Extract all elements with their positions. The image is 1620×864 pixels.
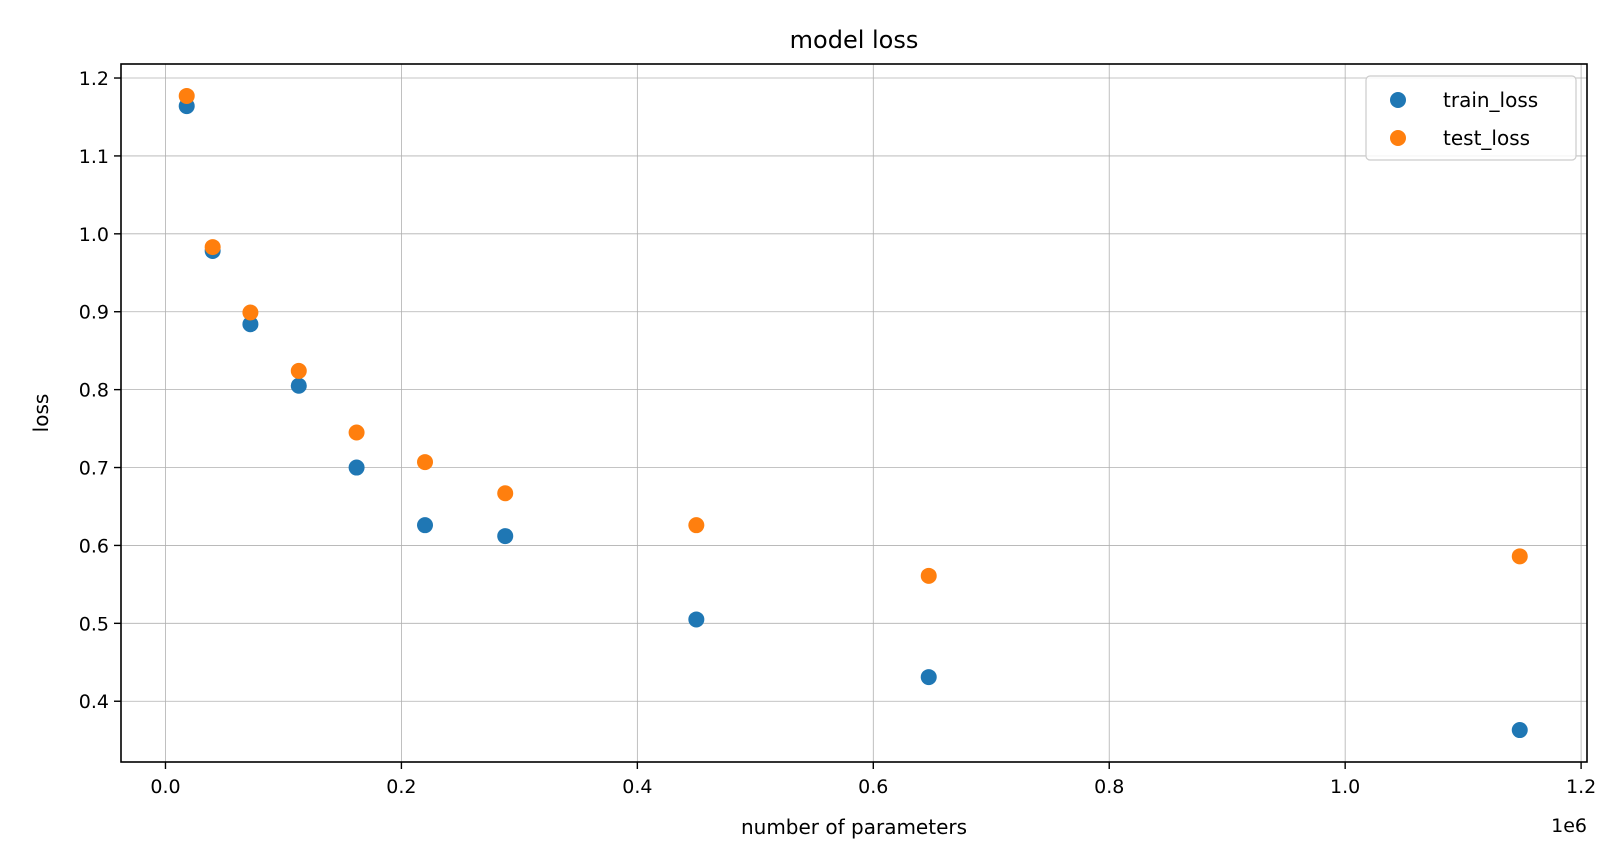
x-tick-label: 0.0 xyxy=(150,776,180,798)
y-tick-label: 0.5 xyxy=(79,613,109,635)
x-tick-label: 0.2 xyxy=(386,776,416,798)
test-loss-point xyxy=(688,517,705,534)
test-loss-point xyxy=(348,424,365,441)
train-loss-point xyxy=(242,316,259,333)
x-axis-offset-text: 1e6 xyxy=(1551,815,1587,837)
test-loss-point xyxy=(920,567,937,584)
y-tick-label: 0.4 xyxy=(79,691,109,713)
axis-ticks: 0.0 0.2 0.4 0.6 0.8 1.0 1.2 0.4 0.5 0.6 0.7 0.8 0.9 1… xyxy=(79,68,1596,798)
test-loss-point xyxy=(242,304,259,321)
train-loss-point xyxy=(920,669,937,686)
train-loss-point xyxy=(348,459,365,476)
legend: train_loss test_loss xyxy=(1365,75,1577,161)
x-tick-label: 0.8 xyxy=(1094,776,1124,798)
x-tick-label: 1.0 xyxy=(1330,776,1360,798)
y-tick-label: 1.1 xyxy=(79,146,109,168)
grid-lines xyxy=(121,64,1587,762)
y-axis-label: loss xyxy=(29,394,53,433)
x-axis-label: number of parameters xyxy=(741,815,967,839)
x-tick-label: 1.2 xyxy=(1566,776,1596,798)
test-loss-point xyxy=(290,362,307,379)
x-tick-label: 0.4 xyxy=(622,776,652,798)
legend-marker-test-loss xyxy=(1390,130,1406,146)
legend-label-test-loss: test_loss xyxy=(1443,126,1530,150)
train-loss-point xyxy=(417,517,434,534)
y-tick-label: 0.8 xyxy=(79,380,109,402)
test-loss-point xyxy=(178,87,195,104)
legend-label-train-loss: train_loss xyxy=(1443,88,1538,112)
legend-marker-train-loss xyxy=(1390,92,1406,108)
plot-frame xyxy=(120,63,1588,763)
train-loss-point xyxy=(290,377,307,394)
y-tick-label: 1.0 xyxy=(79,224,109,246)
train-loss-point xyxy=(497,528,514,545)
test-loss-point xyxy=(497,485,514,502)
y-tick-label: 0.7 xyxy=(79,458,109,480)
y-tick-label: 1.2 xyxy=(79,68,109,90)
train-loss-point xyxy=(688,611,705,628)
test-loss-point xyxy=(417,454,434,471)
legend-box xyxy=(1365,75,1577,161)
test-loss-point xyxy=(1511,548,1528,565)
y-tick-label: 0.9 xyxy=(79,302,109,324)
x-tick-label: 0.6 xyxy=(858,776,888,798)
y-tick-label: 0.6 xyxy=(79,535,109,557)
test-loss-point xyxy=(204,239,221,256)
chart-title: model loss xyxy=(790,26,919,54)
data-points xyxy=(178,87,1528,739)
train-loss-point xyxy=(1511,722,1528,739)
